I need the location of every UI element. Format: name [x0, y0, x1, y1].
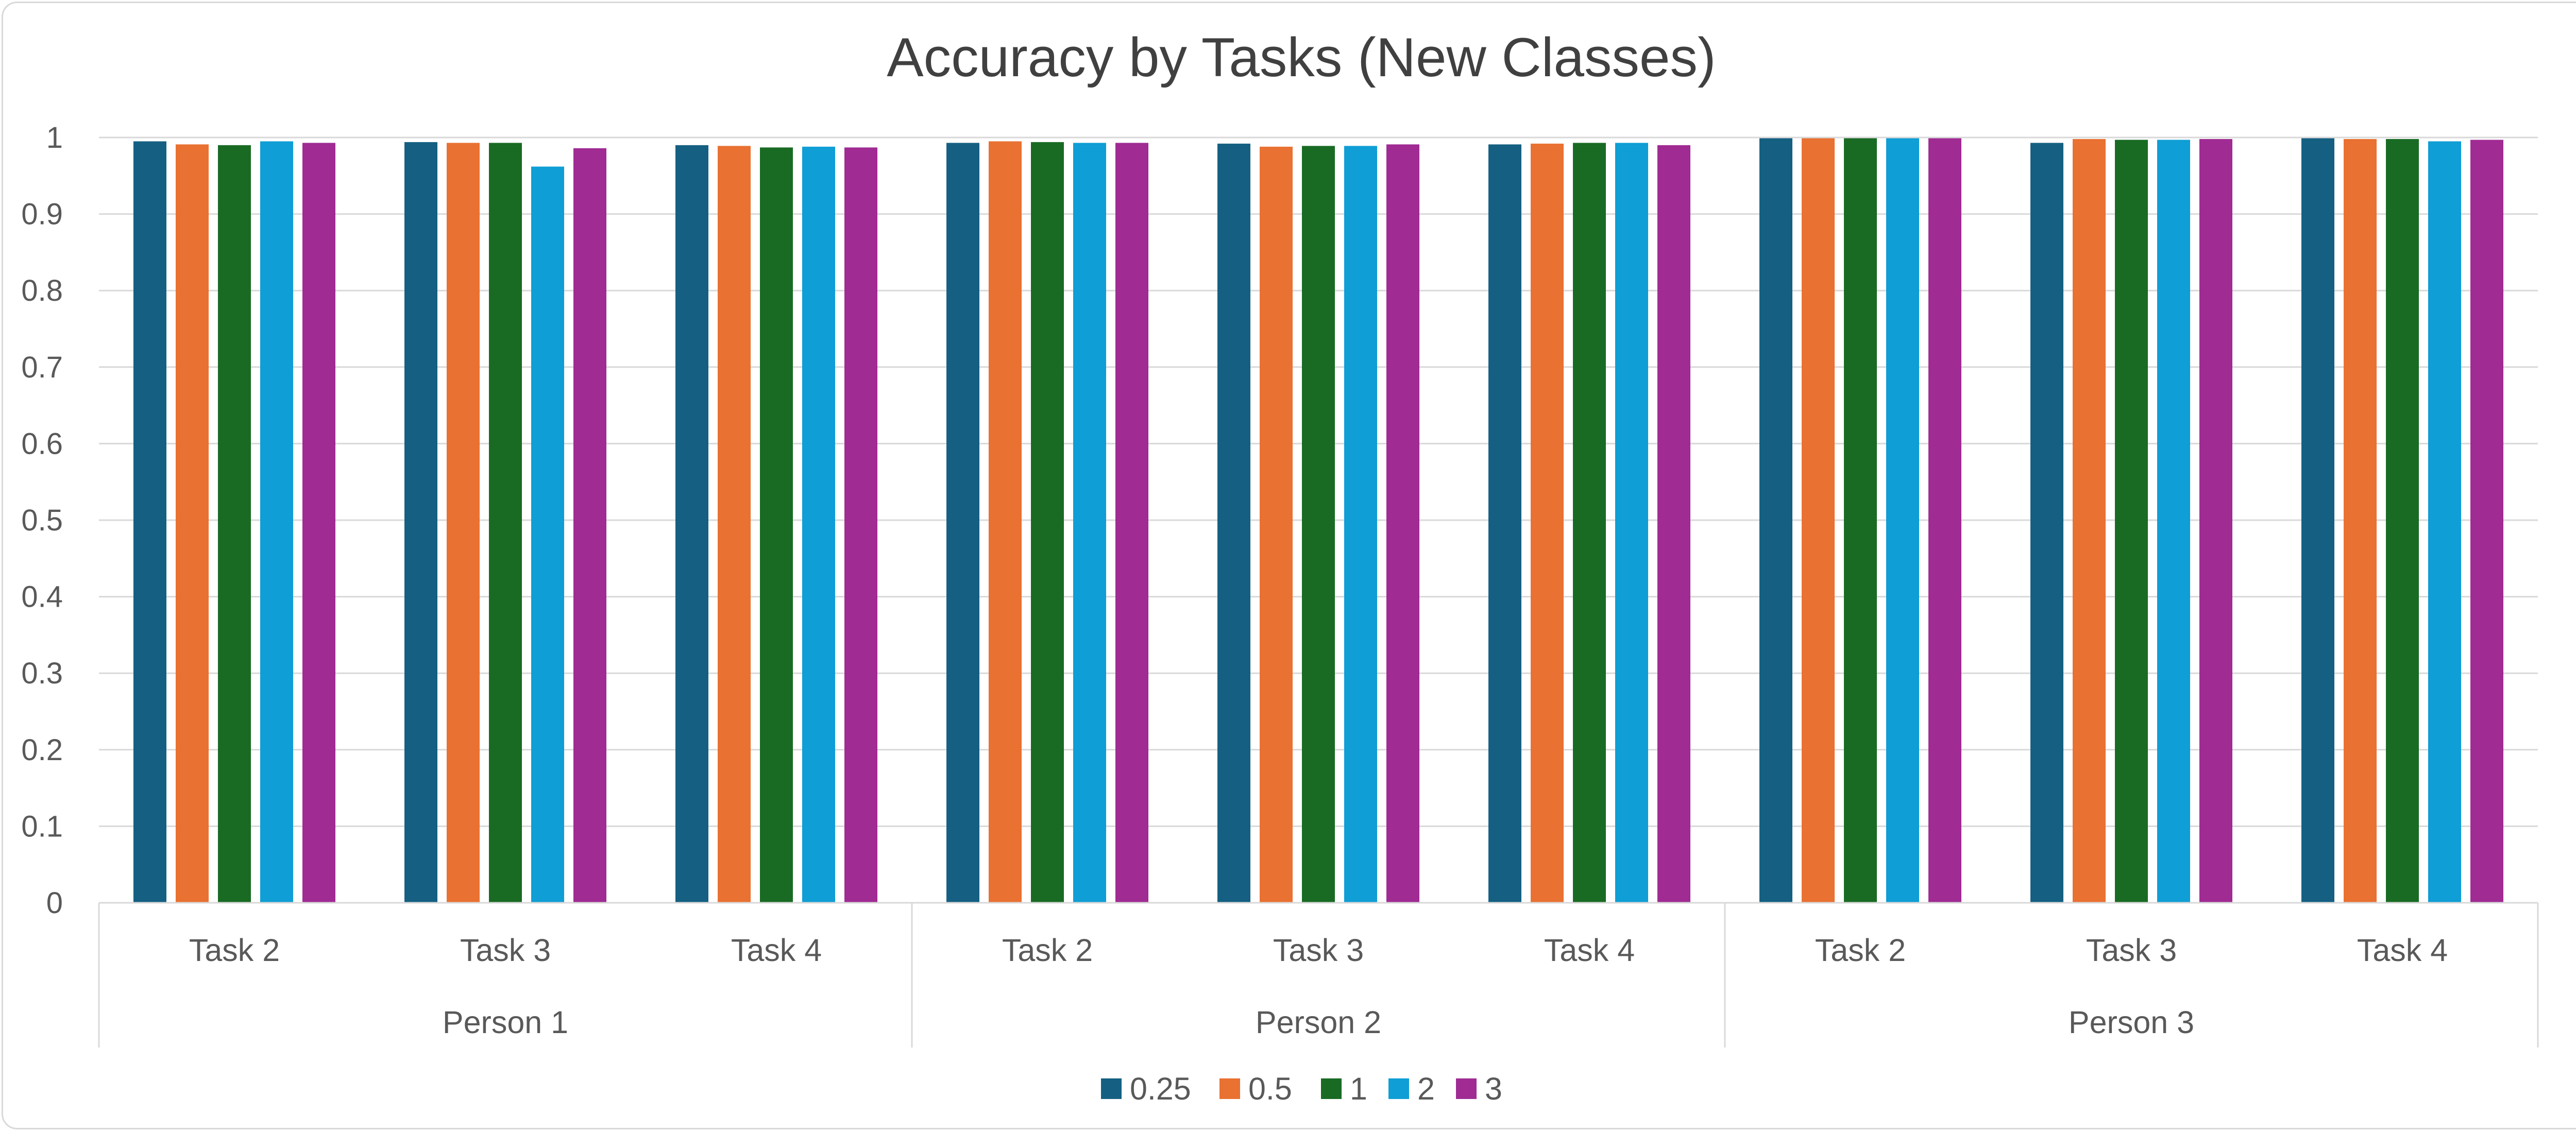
bar-series-3-cat-8: [2199, 139, 2232, 903]
bar-series-0.25-cat-3: [675, 145, 708, 903]
bar-series-1-cat-2: [489, 143, 522, 903]
x-tick-label: Task 3: [1273, 933, 1364, 968]
y-axis-ticks: 0 0.1 0.2 0.3 0.4 0.5 0.6 0.7 0.8 0.9 1: [21, 121, 63, 920]
legend-swatch: [1101, 1078, 1122, 1099]
bar-series-3-cat-4: [1115, 143, 1148, 903]
bar-series-0.25-cat-4: [946, 143, 979, 903]
y-tick-label: 0.4: [21, 580, 63, 614]
bar-series-2-cat-3: [802, 146, 835, 903]
bar-series-0.5-cat-3: [718, 146, 751, 903]
bar-series-2-cat-1: [260, 141, 293, 903]
y-tick-label: 0.6: [21, 427, 63, 460]
bar-series-2-cat-4: [1073, 143, 1106, 903]
bar-series-0.5-cat-5: [1260, 146, 1293, 903]
bar-series-0.25-cat-6: [1488, 144, 1521, 903]
bar-series-2-cat-5: [1344, 146, 1377, 903]
x-group-label: Person 3: [2069, 1005, 2194, 1040]
legend-swatch: [1456, 1078, 1477, 1099]
bar-series-1-cat-1: [218, 145, 251, 903]
legend-label: 0.25: [1130, 1071, 1191, 1106]
chart-title: Accuracy by Tasks (New Classes): [887, 26, 1716, 88]
x-group-label: Person 2: [1256, 1005, 1381, 1040]
legend-label: 3: [1485, 1071, 1502, 1106]
bar-series-3-cat-5: [1386, 144, 1419, 903]
legend-label: 0.5: [1248, 1071, 1292, 1106]
bar-series-3-cat-6: [1657, 145, 1690, 903]
bar-series-0.5-cat-4: [989, 141, 1022, 903]
legend: 0.25 0.5 1 2 3: [1101, 1071, 1502, 1106]
bar-series-0.5-cat-2: [447, 143, 480, 903]
bar-series-0.25-cat-9: [2301, 138, 2334, 903]
x-tick-label: Task 2: [1815, 933, 1906, 968]
legend-label: 2: [1417, 1071, 1435, 1106]
x-tick-label: Task 2: [1002, 933, 1093, 968]
bar-series-0.5-cat-7: [1802, 138, 1835, 903]
bar-series-0.5-cat-8: [2073, 139, 2106, 903]
x-tick-label: Task 4: [2357, 933, 2448, 968]
bar-series-0.25-cat-8: [2030, 143, 2063, 903]
bar-series-0.5-cat-1: [176, 144, 209, 903]
bar-series-1-cat-9: [2386, 139, 2419, 903]
y-tick-label: 0.5: [21, 504, 63, 537]
y-tick-label: 0.1: [21, 810, 63, 843]
bar-series-1-cat-3: [760, 147, 793, 903]
legend-swatch: [1219, 1078, 1240, 1099]
bar-series-1-cat-6: [1573, 143, 1606, 903]
bar-series-0.25-cat-1: [133, 141, 166, 903]
bar-series-2-cat-9: [2428, 141, 2461, 903]
legend-swatch: [1321, 1078, 1342, 1099]
y-tick-label: 0.3: [21, 657, 63, 690]
x-tick-label: Task 3: [2086, 933, 2177, 968]
legend-swatch: [1388, 1078, 1409, 1099]
bar-series-3-cat-9: [2470, 140, 2503, 903]
x-group-label: Person 1: [443, 1005, 568, 1040]
y-tick-label: 0.7: [21, 351, 63, 384]
x-tick-label: Task 4: [1544, 933, 1635, 968]
bar-series-0.25-cat-7: [1759, 138, 1792, 903]
y-tick-label: 0: [46, 886, 63, 920]
bar-series-1-cat-5: [1302, 146, 1335, 903]
bar-series-0.5-cat-9: [2344, 139, 2377, 903]
bar-series-3-cat-7: [1928, 138, 1961, 903]
y-tick-label: 1: [46, 121, 63, 154]
bar-series-3-cat-1: [302, 143, 335, 903]
bar-series-2-cat-2: [531, 166, 564, 903]
bar-series-2-cat-7: [1886, 138, 1919, 903]
bar-series-1-cat-8: [2115, 140, 2148, 903]
x-tick-label: Task 3: [460, 933, 551, 968]
bar-series-3-cat-3: [844, 147, 877, 903]
x-axis: Task 2 Task 3 Task 4 Person 1 Task 2 Task 3 Ta…: [98, 902, 2539, 1048]
bar-series-2-cat-6: [1615, 143, 1648, 903]
x-tick-label: Task 4: [731, 933, 822, 968]
bar-series-0.5-cat-6: [1531, 143, 1564, 903]
y-tick-label: 0.8: [21, 274, 63, 307]
bar-series-2-cat-8: [2157, 140, 2190, 903]
bar-series-1-cat-4: [1031, 142, 1064, 903]
x-tick-label: Task 2: [189, 933, 280, 968]
bar-series-3-cat-2: [573, 148, 606, 903]
y-tick-label: 0.9: [21, 198, 63, 231]
bar-series-0.25-cat-5: [1217, 143, 1250, 903]
bars: [133, 138, 2503, 903]
legend-label: 1: [1350, 1071, 1367, 1106]
bar-series-0.25-cat-2: [404, 142, 437, 903]
y-tick-label: 0.2: [21, 733, 63, 767]
bar-series-1-cat-7: [1844, 138, 1877, 903]
